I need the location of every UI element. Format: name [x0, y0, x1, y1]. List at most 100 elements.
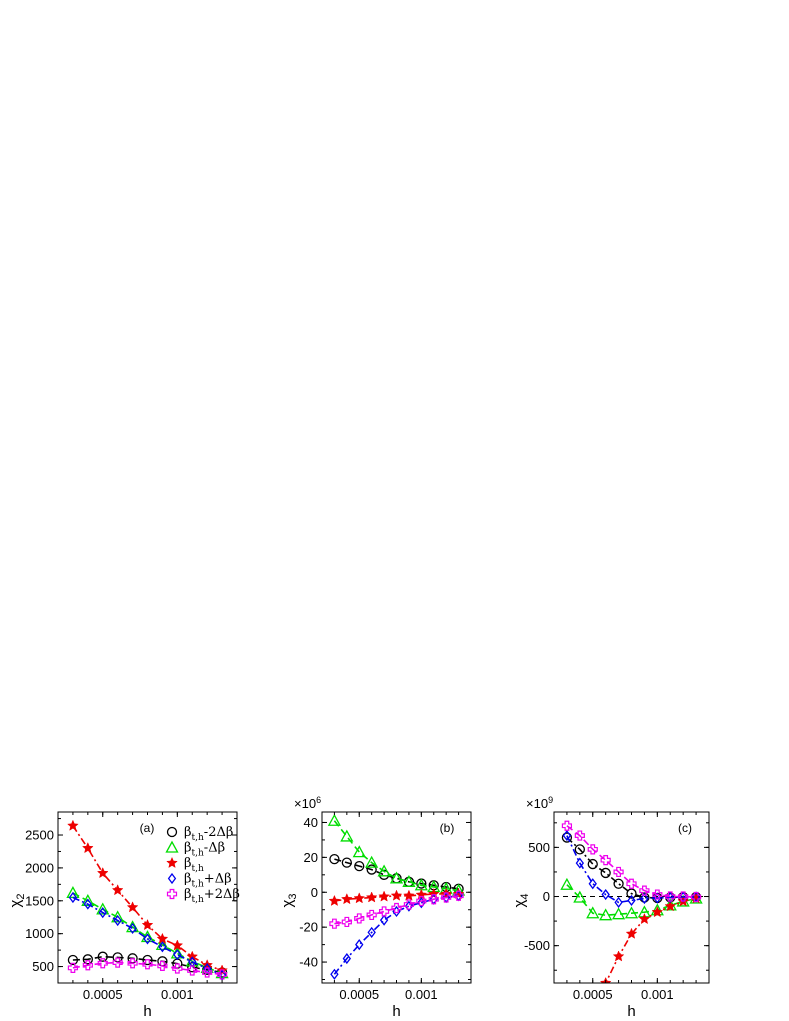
data-point-star [353, 892, 366, 904]
x-tick-label: 0.001 [161, 987, 194, 1002]
data-point-diamond [173, 949, 182, 961]
data-point-diamond [330, 968, 339, 980]
data-point-star [378, 890, 390, 902]
data-point-diamond [404, 900, 414, 912]
data-point-diamond [355, 939, 364, 951]
legend-marker-star [166, 856, 178, 868]
data-point-triangle [402, 874, 416, 887]
x-tick-label: 0.001 [641, 987, 674, 1002]
data-point-cross [157, 960, 168, 971]
data-point-star [664, 900, 677, 912]
series-line-diamond [566, 835, 697, 904]
legend-suffix: -Δβ [204, 841, 225, 856]
y-axis-label-sub: 4 [519, 894, 531, 900]
legend-marker-circle [166, 826, 178, 838]
data-point-cross [441, 892, 452, 903]
data-point-diamond [601, 888, 610, 901]
data-point-circle [142, 954, 153, 966]
data-point-cross [127, 958, 138, 969]
data-point-cross [403, 899, 415, 910]
data-point-diamond [627, 894, 636, 907]
data-point-cross [329, 918, 340, 929]
data-point-star [111, 884, 124, 896]
data-point-cross [453, 890, 464, 901]
data-point-star [625, 927, 638, 939]
data-point-star [96, 867, 109, 879]
panel-label: (b) [440, 821, 455, 835]
data-point-cross [82, 960, 93, 971]
data-point-cross [561, 820, 573, 831]
legend-marker-cross [166, 888, 178, 900]
y-tick-label: 1500 [25, 893, 54, 908]
data-point-circle [561, 832, 573, 843]
data-point-triangle [611, 907, 626, 920]
legend-sub: t,h [192, 895, 204, 905]
panel-c: -500 0 500 0.0005 0.001 h χ4 ×109 (c) [511, 795, 710, 1020]
legend-sub: t,h [192, 849, 204, 859]
legend-suffix: +Δβ [204, 872, 232, 887]
data-point-cross [416, 895, 427, 907]
data-point-cross [587, 844, 598, 855]
data-point-star [651, 906, 664, 918]
data-point-cross [391, 902, 402, 914]
legend-entry: βt,h [184, 856, 204, 874]
x-axis-label: h [143, 1003, 151, 1020]
data-point-cross [67, 962, 79, 973]
series-line-cross [334, 895, 459, 925]
y-tick-label: -20 [299, 920, 318, 935]
y-axis-label: χ3 [279, 894, 299, 908]
data-point-triangle [111, 910, 125, 923]
data-point-cross [216, 969, 228, 980]
plot-area [560, 820, 703, 983]
legend-sub: t,h [192, 880, 204, 890]
series-line-cross [566, 825, 697, 898]
data-point-triangle [586, 906, 600, 919]
data-point-circle [82, 954, 93, 965]
data-point-triangle [340, 829, 354, 842]
data-point-star [171, 939, 184, 951]
data-point-diamond [113, 914, 122, 927]
data-point-diamond [83, 898, 93, 910]
data-point-cross [172, 963, 183, 974]
series-line-diamond [333, 895, 459, 975]
data-point-star [67, 819, 79, 831]
data-point-circle [587, 858, 598, 870]
series-line-triangle [566, 884, 697, 917]
x-axis-label: h [627, 1003, 635, 1020]
data-point-diamond [562, 830, 572, 842]
y-tick-label: 500 [528, 840, 550, 855]
legend-entry: βt,h+Δβ [184, 872, 232, 890]
data-point-star [427, 887, 440, 899]
y-tick-label: 2500 [25, 828, 54, 843]
legend-suffix: +2Δβ [204, 887, 240, 902]
legend-entry: βt,h-Δβ [184, 841, 225, 859]
data-point-cross [639, 885, 650, 896]
data-point-cross [626, 878, 637, 889]
data-point-diamond [158, 941, 167, 953]
legend-base: β [184, 841, 192, 856]
data-point-cross [202, 967, 213, 978]
data-point-cross [341, 916, 352, 928]
plot-area [327, 813, 466, 980]
data-point-cross [678, 891, 689, 902]
data-point-star [328, 894, 341, 906]
panel-b: -40 -20 0 20 40 0.0005 0.001 h χ3 ×106 (b) [279, 795, 472, 1020]
data-point-triangle [66, 886, 80, 899]
y-tick-label: 2000 [25, 860, 54, 875]
data-point-cross [354, 913, 365, 924]
data-point-triangle [96, 902, 110, 915]
data-point-triangle [560, 877, 574, 890]
data-point-star [390, 889, 403, 901]
legend-base: β [184, 872, 192, 887]
data-point-star [141, 918, 154, 931]
data-point-circle [366, 864, 377, 875]
data-point-star [403, 889, 415, 901]
data-point-star [186, 950, 199, 962]
data-point-triangle [352, 845, 366, 858]
data-point-star [638, 912, 651, 925]
legend-base: β [184, 856, 192, 871]
legend-base: β [184, 825, 192, 840]
data-point-star [340, 893, 353, 905]
data-point-circle [613, 878, 624, 889]
